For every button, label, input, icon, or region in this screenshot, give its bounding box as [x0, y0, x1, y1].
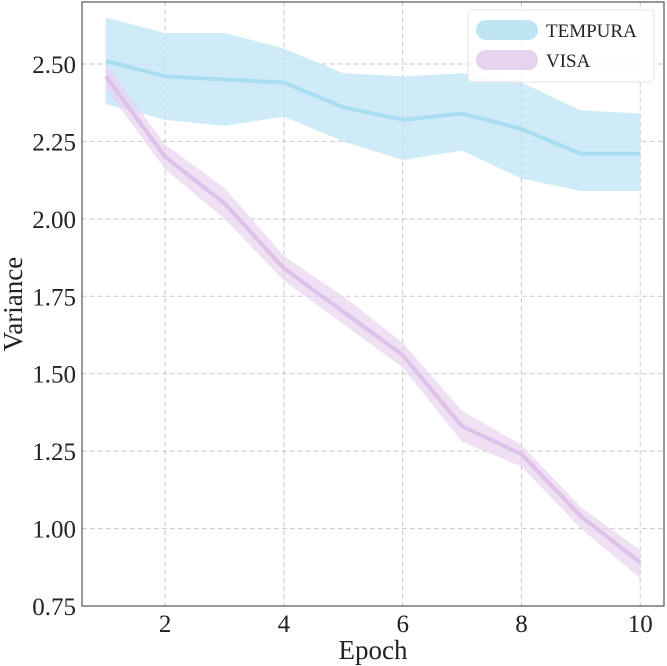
x-tick-label-3: 8 — [515, 611, 528, 638]
line-tempura — [105, 58, 641, 156]
series-lines — [104, 58, 642, 565]
y-tick-label-3: 1.50 — [32, 362, 76, 389]
line-visa — [104, 75, 642, 565]
y-tick-label-2: 1.25 — [32, 439, 76, 466]
y-tick-label-7: 2.50 — [32, 52, 76, 79]
band-tempura — [105, 17, 641, 191]
x-ticks: 2 4 6 8 10 — [159, 611, 653, 638]
legend-swatch-visa — [476, 50, 538, 70]
y-ticks: 0.75 1.00 1.25 1.50 1.75 2.00 2.25 2.50 — [32, 52, 76, 621]
legend-label-tempura: TEMPURA — [546, 21, 637, 42]
plot-frame — [81, 1, 665, 607]
x-tick-label-1: 4 — [278, 611, 291, 638]
y-tick-label-4: 1.75 — [32, 284, 76, 311]
legend-swatch-tempura — [476, 20, 538, 40]
y-tick-label-6: 2.25 — [32, 129, 76, 156]
y-tick-label-1: 1.00 — [32, 517, 76, 544]
y-tick-label-5: 2.00 — [32, 207, 76, 234]
legend: TEMPURA VISA — [467, 9, 655, 83]
x-axis-label: Epoch — [339, 635, 408, 665]
x-tick-label-4: 10 — [628, 611, 653, 638]
x-tick-label-2: 6 — [396, 611, 409, 638]
y-tick-label-0: 0.75 — [32, 594, 76, 621]
confidence-bands — [105, 17, 641, 579]
x-tick-label-0: 2 — [159, 611, 172, 638]
y-axis-label: Variance — [0, 257, 28, 351]
band-visa — [105, 63, 641, 579]
legend-label-visa: VISA — [546, 51, 591, 72]
